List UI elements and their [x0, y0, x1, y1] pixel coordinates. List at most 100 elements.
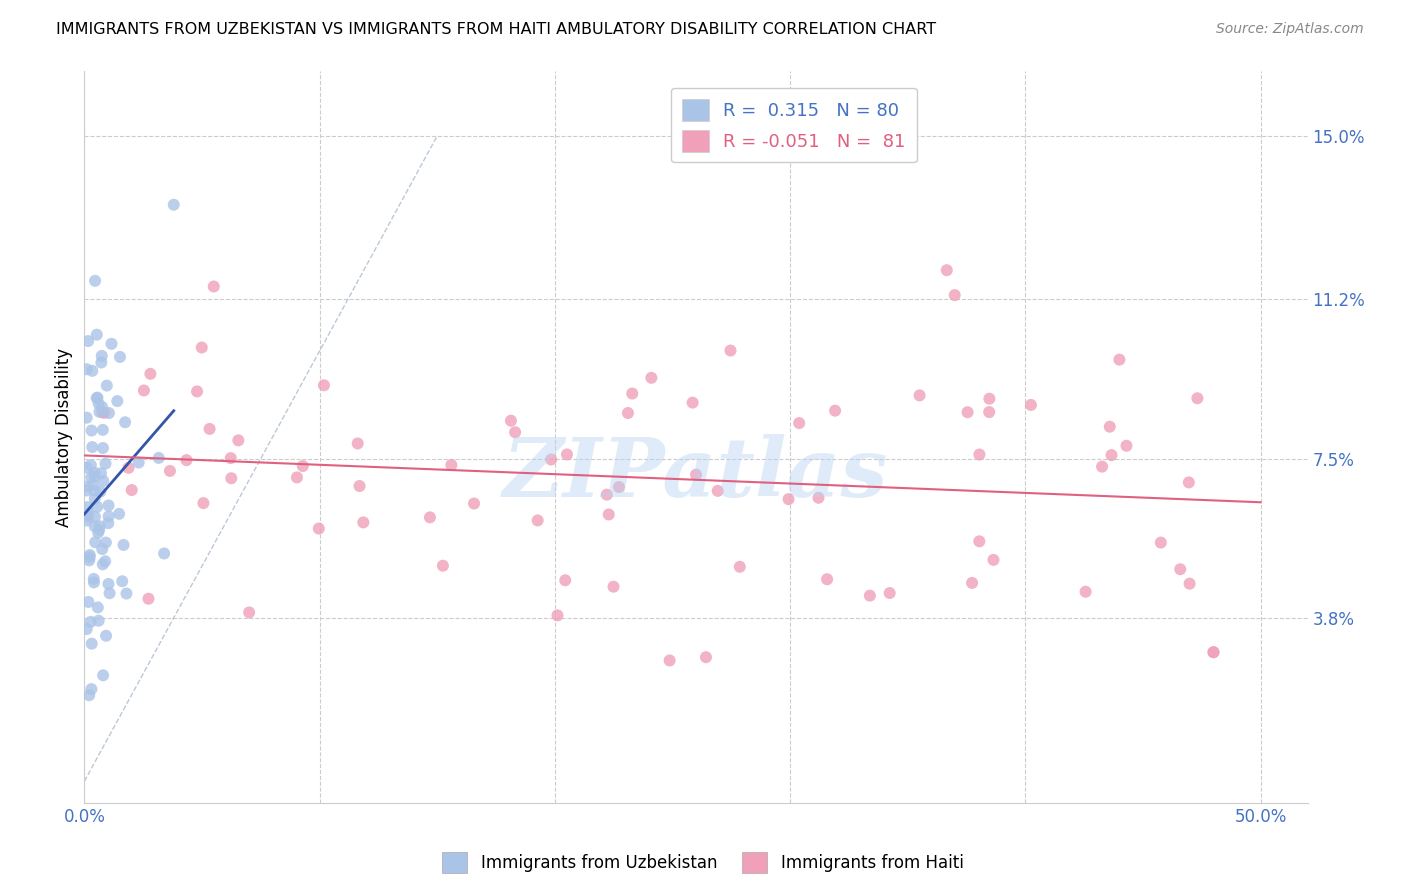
Point	[807, 491, 830, 505]
Point	[111, 574, 134, 589]
Point	[84, 274, 107, 288]
Point	[859, 589, 882, 603]
Point	[97, 509, 120, 524]
Point	[76, 622, 98, 636]
Point	[312, 378, 335, 392]
Point	[91, 400, 114, 414]
Point	[89, 523, 111, 537]
Legend: Immigrants from Uzbekistan, Immigrants from Haiti: Immigrants from Uzbekistan, Immigrants f…	[436, 846, 970, 880]
Point	[503, 425, 526, 440]
Point	[1178, 576, 1201, 591]
Point	[291, 458, 314, 473]
Point	[602, 580, 624, 594]
Point	[83, 519, 105, 533]
Point	[202, 279, 225, 293]
Point	[79, 550, 101, 565]
Point	[1074, 584, 1097, 599]
Point	[97, 406, 120, 420]
Point	[121, 483, 143, 497]
Point	[554, 574, 576, 588]
Point	[148, 450, 170, 465]
Point	[84, 509, 107, 524]
Point	[1187, 391, 1209, 405]
Point	[112, 538, 135, 552]
Text: ZIPatlas: ZIPatlas	[503, 434, 889, 514]
Point	[90, 466, 112, 480]
Point	[80, 458, 103, 473]
Point	[90, 355, 112, 369]
Point	[90, 349, 112, 363]
Point	[91, 474, 114, 488]
Point	[1091, 459, 1114, 474]
Point	[91, 558, 114, 572]
Point	[349, 479, 371, 493]
Point	[432, 558, 454, 573]
Text: IMMIGRANTS FROM UZBEKISTAN VS IMMIGRANTS FROM HAITI AMBULATORY DISABILITY CORREL: IMMIGRANTS FROM UZBEKISTAN VS IMMIGRANTS…	[56, 22, 936, 37]
Point	[1098, 419, 1121, 434]
Point	[97, 499, 120, 513]
Point	[87, 525, 110, 540]
Point	[86, 391, 108, 405]
Point	[1115, 439, 1137, 453]
Point	[219, 451, 242, 466]
Point	[879, 586, 901, 600]
Point	[80, 424, 103, 438]
Point	[97, 516, 120, 531]
Point	[108, 350, 131, 364]
Point	[935, 263, 957, 277]
Point	[1202, 645, 1225, 659]
Point	[621, 386, 644, 401]
Point	[91, 441, 114, 455]
Point	[80, 682, 103, 697]
Point	[198, 422, 221, 436]
Point	[117, 460, 139, 475]
Point	[114, 415, 136, 429]
Point	[76, 509, 98, 524]
Point	[824, 403, 846, 417]
Point	[960, 576, 983, 591]
Point	[815, 572, 838, 586]
Point	[1168, 562, 1191, 576]
Point	[419, 510, 441, 524]
Point	[91, 668, 114, 682]
Point	[82, 440, 104, 454]
Point	[979, 405, 1001, 419]
Point	[91, 542, 114, 557]
Point	[83, 572, 105, 586]
Point	[87, 600, 110, 615]
Point	[193, 496, 215, 510]
Point	[83, 491, 105, 506]
Point	[153, 546, 176, 560]
Point	[89, 405, 111, 419]
Point	[128, 456, 150, 470]
Point	[82, 478, 104, 492]
Point	[547, 608, 569, 623]
Point	[1202, 645, 1225, 659]
Point	[83, 469, 105, 483]
Point	[93, 406, 115, 420]
Point	[607, 480, 630, 494]
Point	[94, 457, 117, 471]
Point	[115, 586, 138, 600]
Point	[440, 458, 463, 472]
Point	[285, 470, 308, 484]
Point	[658, 653, 681, 667]
Point	[1178, 475, 1201, 490]
Point	[76, 362, 98, 376]
Point	[695, 650, 717, 665]
Point	[86, 391, 108, 405]
Point	[87, 396, 110, 410]
Point	[77, 553, 100, 567]
Point	[76, 514, 98, 528]
Point	[540, 452, 562, 467]
Point	[463, 496, 485, 510]
Point	[80, 470, 103, 484]
Point	[308, 522, 330, 536]
Point	[190, 341, 212, 355]
Point	[1101, 448, 1123, 462]
Point	[76, 500, 98, 515]
Point	[76, 479, 98, 493]
Point	[682, 395, 704, 409]
Point	[555, 447, 578, 461]
Point	[617, 406, 640, 420]
